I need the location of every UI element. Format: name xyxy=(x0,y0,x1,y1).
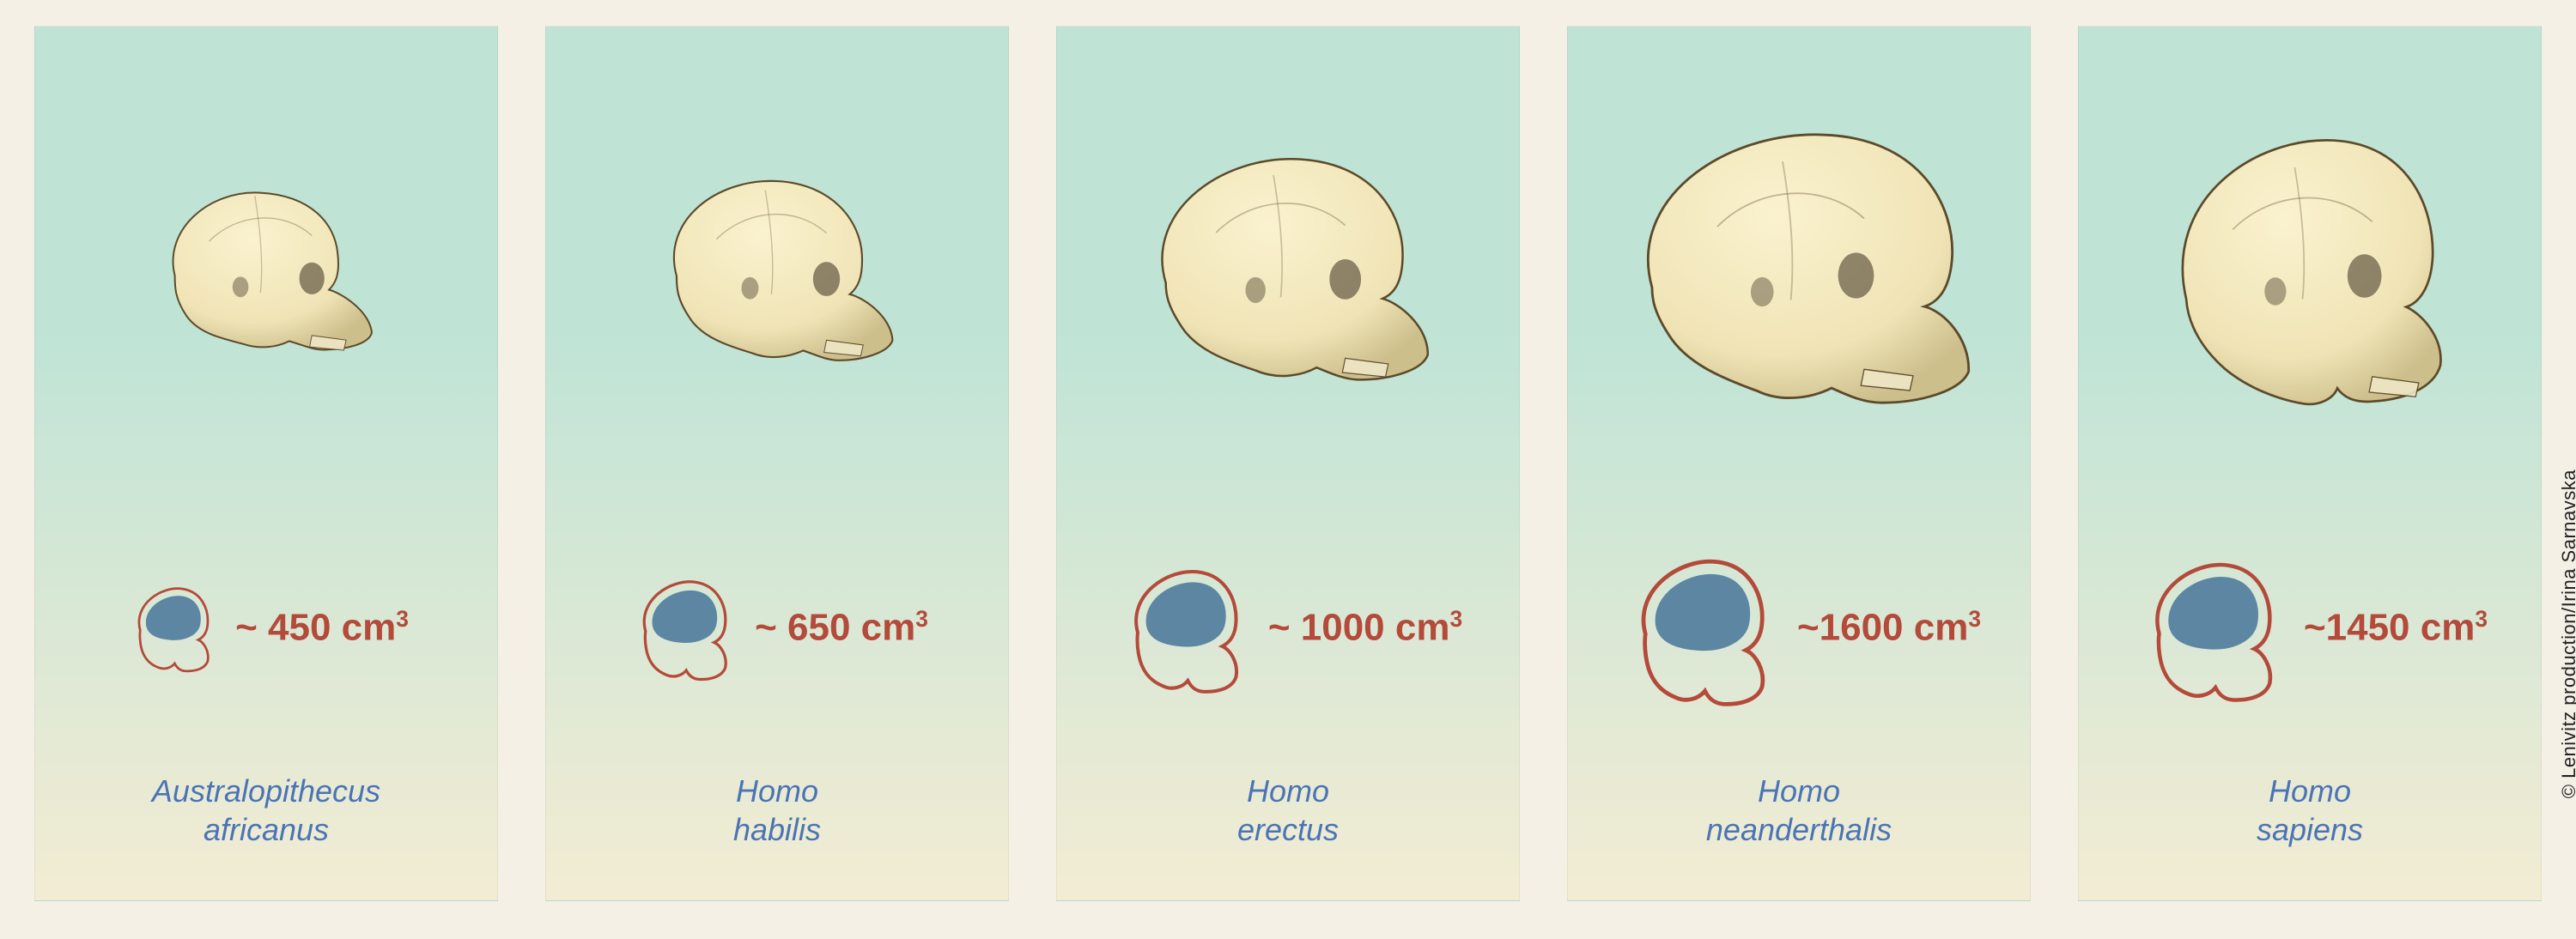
volume-value: ~1450 cm xyxy=(2304,606,2475,648)
skull-illustration xyxy=(2079,52,2541,499)
brain-outline-svg xyxy=(1114,557,1251,694)
brain-outline-svg xyxy=(626,570,738,682)
species-label: Homosapiens xyxy=(2079,772,2541,849)
cranial-volume: ~ 450 cm3 xyxy=(235,606,409,650)
volume-exponent: 3 xyxy=(915,606,928,632)
species-panel: ~ 1000 cm3 Homoerectus xyxy=(1056,26,1520,901)
brain-outline-icon xyxy=(1617,544,1780,712)
skull-illustration xyxy=(35,52,497,499)
species-epithet: sapiens xyxy=(2079,810,2541,849)
brain-outline-icon xyxy=(626,570,738,686)
skull-illustration-svg xyxy=(1619,112,1979,439)
species-epithet: habilis xyxy=(546,810,1008,849)
cranial-volume: ~1600 cm3 xyxy=(1797,606,1981,650)
cranial-volume: ~ 650 cm3 xyxy=(755,606,928,650)
species-label: Homoerectus xyxy=(1057,772,1519,849)
panel-row: ~ 450 cm3Australopithecusafricanus ~ 650… xyxy=(0,0,2576,939)
brain-outline-svg xyxy=(2132,548,2287,703)
species-epithet: neanderthalis xyxy=(1568,810,2030,849)
volume-value: ~ 1000 cm xyxy=(1268,606,1450,648)
species-label: Australopithecusafricanus xyxy=(35,772,497,849)
cranial-volume: ~1450 cm3 xyxy=(2304,606,2488,650)
skull-illustration xyxy=(1057,52,1519,499)
skull-illustration-svg xyxy=(642,154,913,398)
skull-illustration xyxy=(1568,52,2030,499)
species-panel: ~1600 cm3 Homoneanderthalis xyxy=(1567,26,2031,901)
brain-volume-row: ~ 650 cm3 xyxy=(546,533,1008,722)
species-panel: ~ 450 cm3 Australopithecusafricanus xyxy=(34,26,498,901)
brain-outline-svg xyxy=(1617,544,1780,707)
brain-outline-icon xyxy=(2132,548,2287,707)
brain-outline-icon xyxy=(124,579,218,677)
species-genus: Homo xyxy=(1568,772,2030,810)
species-label: Homohabilis xyxy=(546,772,1008,849)
skull-illustration xyxy=(546,52,1008,499)
image-credit: © Lenivitz production/Irina Sarnavska xyxy=(2558,470,2576,798)
brain-outline-svg xyxy=(124,579,218,673)
brain-outline-icon xyxy=(1114,557,1251,699)
species-epithet: africanus xyxy=(35,810,497,849)
cranial-volume: ~ 1000 cm3 xyxy=(1268,606,1462,650)
brain-volume-row: ~ 1000 cm3 xyxy=(1057,533,1519,722)
volume-value: ~ 450 cm xyxy=(235,606,396,648)
volume-exponent: 3 xyxy=(1968,606,1981,632)
brain-volume-row: ~1450 cm3 xyxy=(2079,533,2541,722)
volume-exponent: 3 xyxy=(1449,606,1462,632)
species-label: Homoneanderthalis xyxy=(1568,772,2030,849)
volume-value: ~1600 cm xyxy=(1797,606,1968,648)
skull-illustration-svg xyxy=(1129,132,1447,419)
species-panel: ~ 650 cm3 Homohabilis xyxy=(545,26,1009,901)
species-genus: Australopithecus xyxy=(35,772,497,810)
brain-volume-row: ~ 450 cm3 xyxy=(35,533,497,722)
skull-illustration-svg xyxy=(140,161,392,390)
species-genus: Homo xyxy=(546,772,1008,810)
volume-value: ~ 650 cm xyxy=(755,606,915,648)
species-genus: Homo xyxy=(1057,772,1519,810)
volume-exponent: 3 xyxy=(396,606,409,632)
volume-exponent: 3 xyxy=(2475,606,2488,632)
skull-illustration-svg xyxy=(2139,121,2482,431)
species-genus: Homo xyxy=(2079,772,2541,810)
brain-volume-row: ~1600 cm3 xyxy=(1568,533,2030,722)
species-epithet: erectus xyxy=(1057,810,1519,849)
species-panel: ~1450 cm3 Homosapiens xyxy=(2078,26,2542,901)
